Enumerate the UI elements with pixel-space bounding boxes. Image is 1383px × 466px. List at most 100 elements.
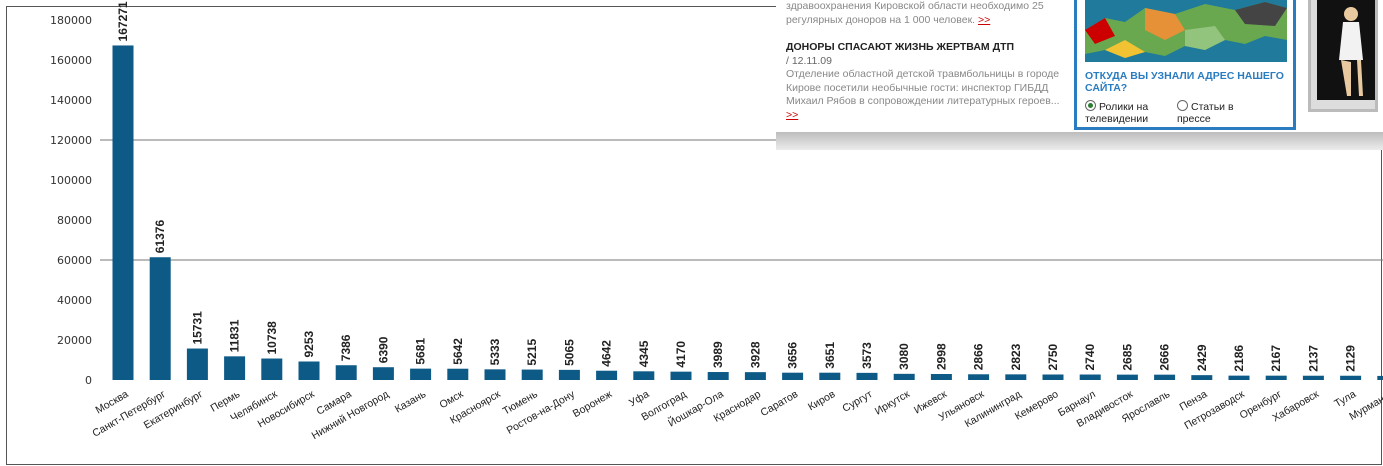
value-label: 2998 — [934, 343, 948, 370]
value-label: 6390 — [376, 336, 390, 363]
category-label: Саратов — [758, 388, 800, 419]
y-tick-label: 100000 — [50, 174, 92, 187]
value-label: 9253 — [302, 330, 316, 357]
bar — [670, 371, 692, 380]
bar — [1302, 375, 1324, 380]
poll-option-tv[interactable]: Ролики на телевидении — [1085, 100, 1149, 125]
value-label: 3080 — [897, 343, 911, 370]
value-label: 2186 — [1232, 345, 1246, 372]
value-label: 5065 — [562, 339, 576, 366]
value-label: 15731 — [190, 311, 204, 345]
y-tick-label: 160000 — [50, 54, 92, 67]
bar — [1042, 374, 1064, 380]
y-tick-label: 0 — [85, 374, 92, 387]
bar — [186, 348, 208, 380]
y-tick-label: 140000 — [50, 94, 92, 107]
news-2-more-link[interactable]: >> — [786, 108, 799, 121]
value-label: 2137 — [1306, 345, 1320, 372]
russia-map[interactable] — [1085, 0, 1287, 62]
bar — [1079, 374, 1101, 380]
news-column: здравоохранения Кировской области необхо… — [786, 0, 1071, 122]
value-label: 2129 — [1344, 345, 1358, 372]
category-label: Иркутск — [873, 388, 912, 418]
bar — [893, 373, 915, 380]
value-label: 5215 — [525, 339, 539, 366]
bar — [447, 368, 469, 380]
page-scroll-shadow — [776, 132, 1383, 150]
chart-border — [6, 6, 1382, 465]
bar — [149, 257, 171, 380]
y-tick-label: 180000 — [50, 14, 92, 27]
value-label: 2685 — [1120, 344, 1134, 371]
bar — [1228, 375, 1250, 380]
category-label: Воронеж — [571, 388, 614, 420]
bar — [372, 367, 394, 380]
bar — [1265, 375, 1287, 380]
map-shape — [1085, 2, 1287, 58]
value-label: 61376 — [153, 220, 167, 254]
bar — [410, 368, 432, 380]
value-label: 11831 — [228, 319, 242, 352]
y-tick-label: 120000 — [50, 134, 92, 147]
bar — [484, 369, 506, 380]
y-tick-label: 60000 — [57, 254, 92, 267]
bar — [744, 372, 766, 380]
bar — [930, 374, 952, 380]
value-label: 2750 — [1046, 343, 1060, 370]
category-label: Уфа — [627, 388, 651, 409]
news-2-title[interactable]: ДОНОРЫ СПАСАЮТ ЖИЗНЬ ЖЕРТВАМ ДТП — [786, 41, 1015, 53]
poll-option-press[interactable]: Статьи в прессе — [1177, 100, 1234, 125]
bar — [224, 356, 246, 380]
bar — [707, 372, 729, 380]
map-poll-widget: ОТКУДА ВЫ УЗНАЛИ АДРЕС НАШЕГО САЙТА? Рол… — [1074, 0, 1296, 130]
bar — [596, 370, 618, 380]
bar — [335, 365, 357, 380]
bar — [261, 358, 283, 380]
y-axis-ticks: 0 20000 40000 60000 80000 100000 120000 140000 1… — [50, 14, 92, 387]
value-label: 2167 — [1269, 345, 1283, 372]
category-label: Казань — [393, 388, 429, 416]
y-tick-label: 40000 — [57, 294, 92, 307]
poll-question: ОТКУДА ВЫ УЗНАЛИ АДРЕС НАШЕГО САЙТА? — [1085, 70, 1284, 94]
value-label: 3651 — [823, 342, 837, 369]
value-labels: 167271 61376 15731 11831 10738 9253 7386 6390 56… — [116, 1, 1383, 372]
news-1-more-link[interactable]: >> — [978, 13, 991, 26]
value-label: 2866 — [972, 343, 986, 370]
bar — [782, 372, 804, 380]
value-label: 7386 — [339, 334, 353, 361]
bar — [1377, 375, 1383, 380]
bars — [112, 45, 1383, 380]
photo-frame — [1308, 0, 1378, 112]
value-label: 2429 — [1195, 344, 1209, 371]
value-label: 2823 — [1009, 343, 1023, 370]
bar — [558, 369, 580, 380]
bar — [1340, 375, 1362, 380]
value-label: 10738 — [265, 321, 279, 355]
value-label: 4345 — [637, 340, 651, 367]
category-label: Тула — [1332, 388, 1358, 410]
value-label: 167271 — [116, 1, 130, 41]
value-label: 3928 — [748, 341, 762, 368]
value-label: 3573 — [860, 342, 874, 369]
y-tick-label: 80000 — [57, 214, 92, 227]
value-label: 4170 — [674, 341, 688, 368]
y-tick-label: 20000 — [57, 334, 92, 347]
person-silhouette-icon — [1339, 7, 1363, 96]
bar — [1116, 374, 1138, 380]
news-2-text: Отделение областной детской травмбольниц… — [786, 68, 1060, 121]
bar — [112, 45, 134, 380]
bar — [968, 374, 990, 380]
value-label: 3989 — [711, 341, 725, 368]
bar — [1005, 374, 1027, 380]
value-label: 2666 — [1158, 344, 1172, 371]
bar — [1191, 375, 1213, 380]
news-2-date: / 12.11.09 — [786, 54, 832, 67]
radio-empty-icon[interactable] — [1177, 100, 1188, 111]
value-label: 2037 — [1381, 345, 1383, 372]
radio-selected-icon[interactable] — [1085, 100, 1096, 111]
category-label: Сургут — [840, 388, 874, 415]
bar — [856, 372, 878, 380]
bar — [298, 361, 320, 380]
